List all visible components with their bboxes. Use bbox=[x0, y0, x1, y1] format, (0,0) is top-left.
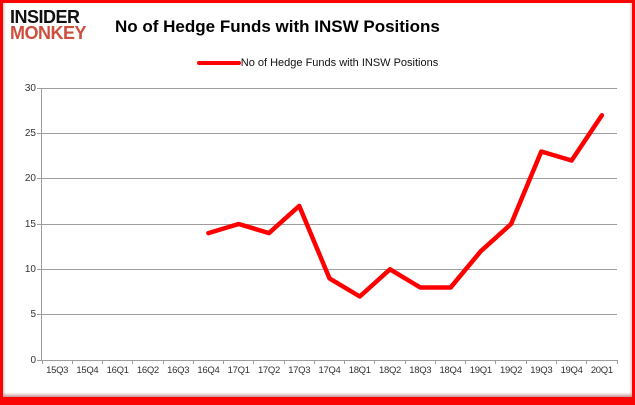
x-axis-tick bbox=[616, 360, 618, 364]
x-tick-label: 17Q4 bbox=[318, 365, 341, 376]
x-tick-label: 15Q3 bbox=[46, 365, 69, 376]
x-axis-tick bbox=[495, 360, 497, 364]
x-axis-tick bbox=[313, 360, 315, 364]
x-tick-label: 19Q4 bbox=[560, 365, 583, 376]
x-tick-label: 20Q1 bbox=[590, 365, 613, 376]
y-axis-tick bbox=[37, 359, 42, 361]
x-tick-label: 19Q1 bbox=[469, 365, 492, 376]
x-axis-tick bbox=[102, 360, 104, 364]
y-tick-label: 20 bbox=[24, 173, 36, 185]
y-axis-tick bbox=[37, 87, 42, 89]
x-axis-tick bbox=[192, 360, 194, 364]
gridline bbox=[42, 223, 617, 225]
gridline bbox=[42, 268, 617, 270]
logo-line-insider: INSIDER bbox=[10, 7, 80, 27]
x-tick-label: 16Q1 bbox=[106, 365, 129, 376]
page-title: No of Hedge Funds with INSW Positions bbox=[115, 17, 440, 36]
gridline bbox=[42, 87, 617, 89]
x-axis-tick bbox=[71, 360, 73, 364]
x-tick-label: 18Q3 bbox=[409, 365, 432, 376]
gridline bbox=[42, 132, 617, 134]
series-plot-canvas bbox=[206, 112, 605, 299]
x-axis-tick bbox=[374, 360, 376, 364]
y-axis-line bbox=[41, 88, 42, 361]
x-axis-tick bbox=[344, 360, 346, 364]
x-tick-label: 16Q3 bbox=[167, 365, 190, 376]
x-tick-label: 17Q1 bbox=[227, 365, 250, 376]
y-axis-tick bbox=[37, 132, 42, 134]
x-tick-label: 17Q3 bbox=[288, 365, 311, 376]
y-tick-label: 10 bbox=[24, 263, 36, 275]
x-axis-tick bbox=[41, 360, 43, 364]
chart-legend: No of Hedge Funds with INSW Positions bbox=[0, 57, 635, 69]
x-axis-tick bbox=[223, 360, 225, 364]
x-axis-line bbox=[41, 360, 617, 361]
legend-label: No of Hedge Funds with INSW Positions bbox=[240, 57, 439, 69]
y-axis-tick bbox=[37, 314, 42, 316]
x-tick-label: 18Q4 bbox=[439, 365, 462, 376]
y-tick-label: 5 bbox=[30, 309, 36, 321]
x-axis-tick bbox=[465, 360, 467, 364]
x-axis-tick bbox=[434, 360, 436, 364]
y-tick-label: 25 bbox=[24, 127, 36, 139]
y-axis-tick bbox=[37, 223, 42, 225]
gridline bbox=[42, 314, 617, 316]
x-tick-label: 17Q2 bbox=[257, 365, 280, 376]
logo-line-monkey: MONKEY bbox=[10, 23, 87, 43]
x-axis-tick bbox=[132, 360, 134, 364]
x-tick-label: 19Q2 bbox=[500, 365, 523, 376]
x-tick-label: 16Q4 bbox=[197, 365, 220, 376]
x-axis-tick bbox=[586, 360, 588, 364]
y-tick-label: 15 bbox=[24, 218, 36, 230]
x-axis-tick bbox=[525, 360, 527, 364]
y-axis-tick bbox=[37, 178, 42, 180]
x-axis-tick bbox=[283, 360, 285, 364]
x-axis-tick bbox=[253, 360, 255, 364]
x-tick-label: 18Q1 bbox=[348, 365, 371, 376]
x-tick-label: 19Q3 bbox=[530, 365, 553, 376]
y-axis-tick bbox=[37, 268, 42, 270]
y-tick-label: 30 bbox=[24, 82, 36, 94]
x-axis-tick bbox=[162, 360, 164, 364]
x-axis-tick bbox=[555, 360, 557, 364]
plot-area: 0 5 10 15 20 25 30 15Q3 15Q4 16Q1 16Q2 16Q3 16Q4 17Q1… bbox=[25, 83, 618, 376]
x-axis-tick bbox=[404, 360, 406, 364]
gridline bbox=[42, 178, 617, 180]
legend-line-swatch bbox=[196, 61, 241, 65]
x-tick-label: 18Q2 bbox=[378, 365, 402, 376]
y-tick-label: 0 bbox=[30, 354, 36, 366]
x-tick-label: 15Q4 bbox=[76, 365, 99, 376]
x-tick-label: 16Q2 bbox=[136, 365, 159, 376]
insider-monkey-logo: INSIDER MONKEY bbox=[10, 7, 87, 43]
series-line-hedge-funds bbox=[206, 112, 605, 299]
